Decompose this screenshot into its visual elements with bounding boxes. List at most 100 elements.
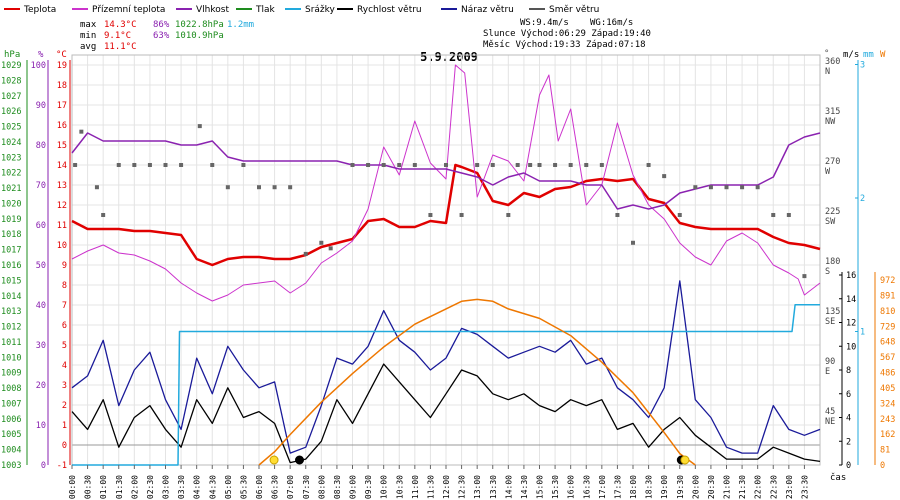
stat-min-temp: 9.1°C	[104, 31, 131, 41]
wind-direction-point	[724, 185, 729, 190]
wind-direction-point	[381, 163, 386, 167]
x-tick-label: 14:30	[520, 475, 529, 499]
x-tick-label: 19:30	[676, 475, 685, 499]
wind-tick-label: 0	[846, 461, 851, 471]
hpa-tick-label: 1005	[1, 430, 21, 440]
x-tick-label: 05:00	[224, 475, 233, 499]
hpa-tick-label: 1004	[1, 446, 21, 456]
x-tick-label: 04:30	[208, 475, 217, 499]
celsius-tick-label: 4	[62, 361, 67, 371]
wind-direction-point	[132, 163, 137, 167]
stat-wind-speed: WS:9.4m/s	[520, 18, 569, 28]
hpa-tick-label: 1028	[1, 76, 21, 86]
stats-panel: max 14.3°C 86% 1022.8hPa 1.2mm min 9.1°C 63% 101…	[80, 18, 651, 52]
celsius-tick-label: 8	[62, 281, 67, 291]
wind-direction-point	[515, 163, 520, 167]
hpa-tick-label: 1029	[1, 61, 21, 71]
hpa-tick-label: 1010	[1, 353, 21, 363]
wind-direction-point	[553, 163, 558, 167]
wind-direction-point	[528, 163, 533, 167]
wind-direction-point	[366, 163, 371, 167]
x-tick-label: 01:30	[115, 475, 124, 499]
wind-direction-point	[475, 163, 480, 167]
x-tick-label: 20:30	[707, 475, 716, 499]
direction-tick-deg: 180	[825, 257, 840, 267]
legend-label: Vlhkost	[196, 5, 229, 15]
celsius-tick-label: 0	[62, 441, 67, 451]
wind-direction-point	[708, 185, 713, 190]
stat-sun-times: Slunce Východ:06:29 Západ:19:40	[483, 29, 651, 39]
solar-tick-label: 810	[880, 307, 895, 317]
percent-tick-label: 100	[31, 61, 46, 71]
hpa-tick-label: 1025	[1, 123, 21, 133]
rain-axis-unit: mm	[863, 50, 874, 60]
celsius-tick-label: 2	[62, 401, 67, 411]
hpa-tick-label: 1009	[1, 369, 21, 379]
wind-direction-point	[771, 213, 776, 217]
x-tick-label: 02:30	[146, 475, 155, 499]
x-tick-label: 06:00	[255, 475, 264, 499]
direction-axis-unit: °	[824, 49, 829, 59]
celsius-tick-label: 5	[62, 341, 67, 351]
hpa-tick-label: 1006	[1, 415, 21, 425]
wind-direction-point	[506, 213, 511, 217]
celsius-tick-label: 12	[57, 201, 67, 211]
celsius-tick-label: 1	[62, 421, 67, 431]
wind-direction-point	[116, 163, 121, 167]
wind-direction-point	[163, 163, 168, 167]
wind-tick-label: 12	[846, 319, 856, 329]
percent-tick-label: 90	[36, 101, 46, 111]
percent-tick-label: 70	[36, 181, 46, 191]
wind-direction-point	[272, 185, 277, 190]
legend: Teplota Přízemní teplota Vlhkost Tlak Srážky…	[4, 5, 599, 15]
solar-tick-label: 243	[880, 415, 895, 425]
wind-direction-point	[210, 163, 215, 167]
percent-tick-label: 50	[36, 261, 46, 271]
wind-direction-point	[350, 163, 355, 167]
hpa-tick-label: 1013	[1, 307, 21, 317]
celsius-tick-label: 18	[57, 81, 67, 91]
hpa-tick-label: 1019	[1, 215, 21, 225]
percent-tick-label: 40	[36, 301, 46, 311]
hpa-tick-label: 1017	[1, 246, 21, 256]
celsius-tick-label: 16	[57, 121, 67, 131]
solar-tick-label: 648	[880, 338, 895, 348]
hpa-tick-label: 1024	[1, 138, 21, 148]
x-tick-label: 10:00	[380, 475, 389, 499]
wind-direction-point	[599, 163, 604, 167]
solar-tick-label: 81	[880, 446, 890, 456]
direction-tick-name: N	[825, 67, 830, 77]
wind-tick-label: 8	[846, 366, 851, 376]
stat-min-pressure: 1010.9hPa	[175, 31, 224, 41]
solar-tick-label: 972	[880, 276, 895, 286]
hpa-tick-label: 1020	[1, 199, 21, 209]
hpa-tick-label: 1022	[1, 169, 21, 179]
direction-tick-deg: 135	[825, 307, 840, 317]
x-tick-label: 13:30	[489, 475, 498, 499]
hpa-tick-label: 1008	[1, 384, 21, 394]
percent-tick-label: 0	[41, 461, 46, 471]
direction-tick-deg: 315	[825, 107, 840, 117]
axes: hPa1003100410051006100710081009101010111…	[1, 49, 895, 471]
hpa-tick-label: 1012	[1, 323, 21, 333]
wind-tick-label: 4	[846, 414, 851, 424]
stat-avg-label: avg	[80, 42, 96, 52]
stat-max-temp: 14.3°C	[104, 20, 137, 30]
x-tick-label: 20:00	[691, 475, 700, 499]
series-slunecni-zareni-line	[258, 298, 696, 466]
x-tick-label: 00:30	[84, 475, 93, 499]
x-tick-label: 19:00	[660, 475, 669, 499]
stat-moon-times: Měsíc Východ:19:33 Západ:07:18	[483, 40, 646, 50]
x-tick-label: 07:30	[302, 475, 311, 499]
celsius-axis-unit: °C	[56, 50, 67, 60]
wind-axis-unit: m/s	[843, 50, 859, 60]
hpa-tick-label: 1003	[1, 461, 21, 471]
wind-direction-point	[662, 174, 667, 179]
wind-direction-point	[444, 163, 448, 167]
x-tick-label: 08:00	[317, 475, 326, 499]
hpa-tick-label: 1011	[1, 338, 21, 348]
hpa-tick-label: 1014	[1, 292, 21, 302]
rain-tick-label: 2	[860, 194, 865, 204]
celsius-tick-label: 9	[62, 261, 67, 271]
